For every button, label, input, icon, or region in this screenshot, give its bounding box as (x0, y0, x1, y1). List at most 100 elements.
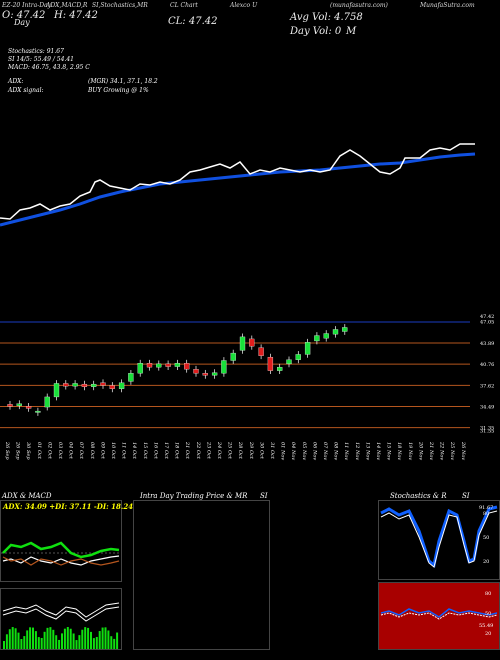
date-tick-label: 30 Oct (258, 442, 264, 460)
candle (249, 338, 255, 347)
candle (63, 383, 69, 387)
candle (267, 356, 274, 371)
rsi-level-20: 20 (485, 631, 491, 637)
macd-bar (23, 636, 26, 649)
candle (295, 354, 301, 360)
macd-bar (37, 637, 40, 649)
stoch-si-heading: SI (462, 492, 470, 500)
million-unit: M (346, 26, 357, 37)
macd-hist (2, 602, 120, 649)
macd-bar (87, 627, 90, 649)
price-tick-label: 47.05 (480, 320, 494, 326)
stat-buy: BUY Growing @ 1% (88, 87, 149, 94)
header-munafa: (munafasutra.com) (330, 2, 388, 9)
candle (342, 327, 348, 332)
close-value: CL: 47.42 (168, 16, 218, 27)
candle (304, 342, 311, 355)
date-tick-label: 09 Oct (99, 442, 105, 460)
date-tick-label: 16 Oct (152, 442, 158, 460)
date-tick-label: 20 Nov (417, 441, 423, 460)
candle (35, 410, 41, 413)
macd-bar (26, 630, 29, 649)
price-tick-label: 31.55 (480, 429, 494, 435)
macd-bar (34, 631, 37, 649)
candle (156, 363, 162, 368)
date-tick-label: 18 Nov (396, 442, 402, 460)
date-tick-label: 03 Oct (57, 442, 63, 460)
open-value: O: 47.42 (2, 10, 46, 21)
date-tick-label: 26 Sep (4, 441, 10, 460)
stat-adx-signal: ADX signal: (8, 87, 44, 94)
date-tick-label: 13 Nov (364, 442, 370, 460)
date-tick-label: 14 Nov (375, 442, 381, 460)
candle (16, 403, 22, 406)
macd-bar (110, 636, 113, 649)
candle (165, 363, 171, 367)
macd-bar (3, 641, 5, 649)
candle (137, 363, 143, 374)
date-tick-label: 24 Oct (216, 441, 222, 460)
date-axis: 26 Sep 26 Sep 30 Sep 01 Oct 02 Oct 03 Oct 04 O… (4, 441, 466, 460)
rsi-level-50: 50 (485, 611, 491, 617)
price-tick-label: 37.62 (480, 383, 494, 389)
adx-macd-heading: ADX & MACD (2, 492, 52, 500)
stat-stochastics: Stochastics: 91.67 (8, 48, 64, 55)
macd-bar (101, 627, 104, 649)
date-tick-label: 11 Nov (343, 442, 349, 460)
candle (118, 382, 125, 389)
date-tick-label: 02 Oct (46, 442, 52, 460)
candle (239, 336, 246, 351)
adx-title: ADX: 34.09 +DI: 37.11 -DI: 18.24 (3, 502, 134, 511)
candle (323, 333, 329, 339)
price-tick-label: 40.76 (480, 362, 494, 368)
stat-si: SI 14/5: 55.49 / 54.41 (8, 56, 74, 63)
candle (314, 335, 320, 342)
date-tick-label: 21 Nov (428, 441, 434, 460)
macd-bar (113, 638, 116, 649)
rsi-value: 55.49 (479, 623, 493, 629)
header-si-stoch: SI,Stochastics,MR (92, 2, 148, 9)
header-left: EZ-20 Intra-Day (2, 2, 52, 9)
date-tick-label: 25 Nov (449, 441, 455, 460)
macd-bar (58, 639, 61, 649)
date-tick-label: 29 Oct (248, 441, 254, 460)
price-tick-label: 47.42 (480, 314, 494, 320)
candle (184, 363, 190, 370)
intraday-panel (133, 500, 270, 650)
macd-panel (0, 588, 122, 650)
day-label: Day (14, 18, 30, 27)
macd-bar (14, 628, 17, 649)
adx-lines (1, 541, 121, 566)
stoch-value: 91.67 (479, 505, 493, 511)
header-adx-macd: ADX,MACD,R (46, 2, 88, 9)
date-tick-label: 28 Oct (237, 441, 243, 460)
price-tick-label: 31.35 (480, 426, 494, 432)
stoch-level-50: 50 (483, 535, 489, 541)
date-tick-label: 19 Nov (407, 442, 413, 460)
high-value: H: 47.42 (54, 10, 98, 21)
stat-mgr: (MGR) 34.1, 37.1, 18.2 (88, 78, 158, 85)
header-url: MunafaSutra.com (420, 2, 475, 9)
candle (332, 329, 339, 335)
rsi-lines: 80 50 20 55.49 (380, 591, 498, 637)
price-ema-chart (0, 143, 476, 227)
candle (53, 383, 60, 398)
stat-adx: ADX: (8, 78, 24, 85)
date-tick-label: 15 Oct (142, 442, 148, 460)
candle (25, 406, 32, 409)
macd-bar (55, 635, 58, 649)
candle (91, 383, 97, 387)
stoch-level-80: 80 (483, 511, 489, 517)
date-tick-label: 17 Oct (163, 442, 169, 460)
macd-bar (84, 627, 87, 649)
macd-bar (107, 630, 110, 649)
date-tick-label: 04 Nov (290, 442, 296, 460)
intraday-heading: Intra Day Trading Price & MR (140, 492, 248, 500)
candle (7, 404, 13, 407)
date-tick-label: 10 Oct (110, 442, 116, 460)
candle (72, 383, 78, 387)
adx-panel: ADX: 34.09 +DI: 37.11 -DI: 18.24 (0, 500, 133, 582)
macd-bar (92, 638, 95, 649)
macd-bar (17, 632, 20, 649)
price-tick-label: 34.49 (480, 404, 494, 410)
